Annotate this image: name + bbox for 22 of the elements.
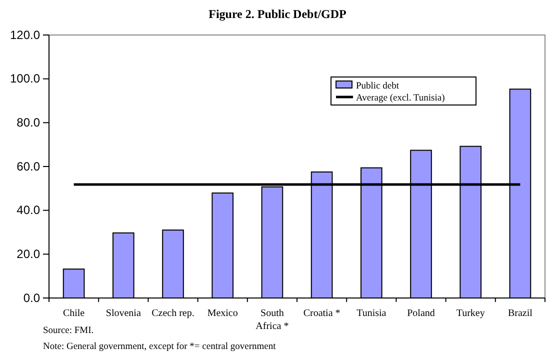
x-tick-label: South Africa * — [256, 308, 289, 332]
x-tick-label: Tunisia — [356, 308, 387, 319]
legend-label: Public debt — [356, 82, 400, 92]
y-tick-label: 20.0 — [16, 247, 40, 262]
y-tick-label: 100.0 — [10, 72, 40, 86]
x-tick-label: Chile — [62, 308, 86, 319]
source-note: Source: FMI. — [43, 326, 94, 336]
y-tick-label: 80.0 — [16, 116, 40, 130]
x-tick-label: Turkey — [456, 308, 485, 319]
x-tick-label: Slovenia — [106, 308, 142, 319]
text: Note: General government, except for *= central government — [43, 342, 276, 352]
legend-label: Average (excl. Tunisia) — [356, 94, 445, 104]
x-tick-label: Mexico — [207, 308, 238, 319]
x-tick-label: Poland — [407, 308, 435, 319]
y-tick-label: 60.0 — [16, 159, 40, 174]
x-tick-label: Brazil — [508, 308, 533, 319]
y-tick-label: 0.0 — [23, 290, 40, 305]
y-tick-label: 40.0 — [16, 203, 40, 218]
chart-title: Figure 2. Public Debt/GDP — [208, 7, 346, 21]
x-tick-label: Czech rep. — [152, 308, 194, 319]
x-tick-label: Croatia * — [303, 308, 340, 319]
y-tick-label: 120.0 — [10, 28, 40, 42]
